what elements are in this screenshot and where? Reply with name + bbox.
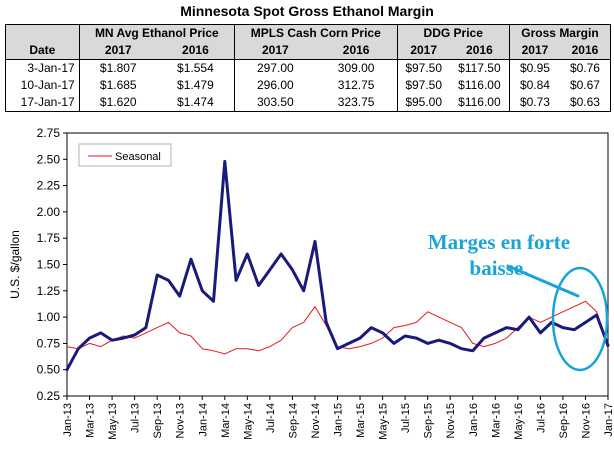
table-cell: 303.50	[233, 94, 316, 112]
year-header: 2017	[78, 42, 157, 60]
y-tick-label: 1.75	[37, 231, 61, 245]
x-tick-label: Nov-14	[310, 403, 322, 438]
legend-label-seasonal: Seasonal	[115, 151, 161, 163]
table-cell: $0.73	[508, 94, 560, 112]
row-date: 3-Jan-17	[5, 59, 80, 77]
annotation-highlight-ellipse	[551, 266, 609, 372]
table-cell: 312.75	[337, 78, 375, 92]
x-tick-label: Jan-17	[603, 403, 614, 437]
y-tick-label: 2.00	[37, 205, 61, 219]
annotation-line-1: Marges en forte	[427, 230, 571, 254]
y-axis-label: U.S. $/gallon	[8, 230, 22, 299]
table-cell: $1.685	[78, 77, 157, 94]
table-group-header-row: MN Avg Ethanol Price MPLS Cash Corn Pric…	[5, 24, 612, 42]
table-cell: $0.84	[508, 77, 560, 94]
legend-box	[78, 143, 172, 167]
x-tick-label: Sep-15	[423, 403, 435, 438]
year-header: 2017	[508, 42, 560, 60]
x-tick-label: Nov-13	[175, 403, 187, 438]
table-cell: $1.474	[156, 94, 235, 112]
price-table: MN Avg Ethanol Price MPLS Cash Corn Pric…	[5, 24, 612, 112]
table-cell: $0.67	[559, 77, 611, 94]
table-cell: $1.554	[177, 61, 214, 75]
table-cell: $1.479	[177, 78, 214, 92]
x-tick-label: Jul-16	[535, 403, 547, 433]
x-tick-label: May-16	[513, 403, 525, 440]
x-tick-label: Sep-13	[152, 403, 164, 438]
date-column-header: Date	[5, 42, 80, 60]
group-header-corn: MPLS Cash Corn Price	[233, 24, 397, 42]
table-cell: $1.620	[78, 94, 157, 112]
group-header-ddg: DDG Price	[396, 24, 510, 42]
y-tick-label: 2.50	[37, 152, 61, 166]
x-tick-label: Nov-16	[580, 403, 592, 438]
table-row: 17-Jan-17 $1.620 $1.474 303.50 323.75 $9…	[5, 94, 611, 112]
x-tick-label: Jul-13	[130, 403, 142, 433]
x-tick-label: May-15	[378, 403, 390, 440]
annotation-line-2: baisse.	[469, 256, 529, 280]
table-row: 10-Jan-17 $1.685 $1.479 296.00 312.75 $9…	[5, 77, 611, 94]
table-cell: $117.50	[458, 61, 501, 75]
row-date: 10-Jan-17	[5, 77, 80, 94]
x-tick-label: Jan-14	[197, 403, 209, 437]
table-cell: $97.50	[396, 77, 450, 94]
x-tick-label: Mar-13	[85, 403, 97, 438]
table-cell: 296.00	[233, 77, 316, 94]
y-tick-label: 1.00	[37, 310, 61, 324]
table-cell: $0.95	[508, 59, 560, 77]
y-tick-label: 0.75	[37, 336, 61, 350]
x-tick-label: Mar-15	[355, 403, 367, 438]
year-header: 2017	[233, 42, 316, 60]
table-cell: $0.63	[559, 94, 611, 112]
table-cell: $116.00	[449, 94, 510, 112]
row-date: 17-Jan-17	[5, 94, 80, 112]
y-tick-label: 1.25	[37, 284, 61, 298]
table-cell: $97.50	[396, 59, 450, 77]
x-tick-label: Mar-14	[220, 403, 232, 438]
y-tick-label: 1.50	[37, 258, 61, 272]
x-tick-label: Jan-16	[468, 403, 480, 437]
table-cell: $1.807	[78, 59, 157, 77]
y-tick-label: 2.75	[37, 126, 61, 140]
annotation-pointer-line	[506, 264, 580, 298]
table-row: 3-Jan-17 $1.807 $1.554 297.00 309.00 $97…	[5, 59, 611, 77]
year-header: 2016	[449, 42, 510, 60]
year-header: 2017	[396, 42, 450, 60]
x-tick-label: Mar-16	[490, 403, 502, 438]
table-cell: $116.00	[458, 78, 501, 92]
x-tick-label: Jul-15	[400, 403, 412, 433]
group-header-margin: Gross Margin	[508, 24, 612, 42]
y-tick-label: 0.25	[37, 389, 61, 403]
year-header: 2016	[315, 42, 397, 60]
x-tick-label: Nov-15	[445, 403, 457, 438]
table-year-header-row: Date 2017 2016 2017 2016 2017 2016 2017 …	[5, 42, 611, 60]
x-tick-label: Jan-15	[333, 403, 345, 437]
chart-title: Minnesota Spot Gross Ethanol Margin	[180, 3, 434, 19]
table-date-header-spacer	[5, 24, 80, 42]
annotation-text: Marges en forte baisse.	[414, 229, 584, 281]
y-tick-label: 0.50	[37, 363, 61, 377]
table-cell: 323.75	[315, 94, 397, 112]
table-cell: 309.00	[337, 61, 375, 75]
x-tick-label: Jan-13	[62, 403, 74, 437]
x-tick-label: Jul-14	[265, 403, 277, 433]
table-cell: 297.00	[233, 59, 316, 77]
series-line-gross-margin	[65, 159, 610, 372]
table-cell: $95.00	[396, 94, 450, 112]
group-header-ethanol: MN Avg Ethanol Price	[78, 24, 235, 42]
table-cell: $0.76	[559, 59, 611, 77]
y-tick-label: 2.25	[37, 179, 61, 193]
year-header: 2016	[156, 42, 235, 60]
x-tick-label: May-14	[242, 403, 254, 440]
year-header: 2016	[559, 42, 611, 60]
x-tick-label: May-13	[107, 403, 119, 440]
x-tick-label: Sep-16	[558, 403, 570, 438]
x-tick-label: Sep-14	[287, 403, 299, 438]
